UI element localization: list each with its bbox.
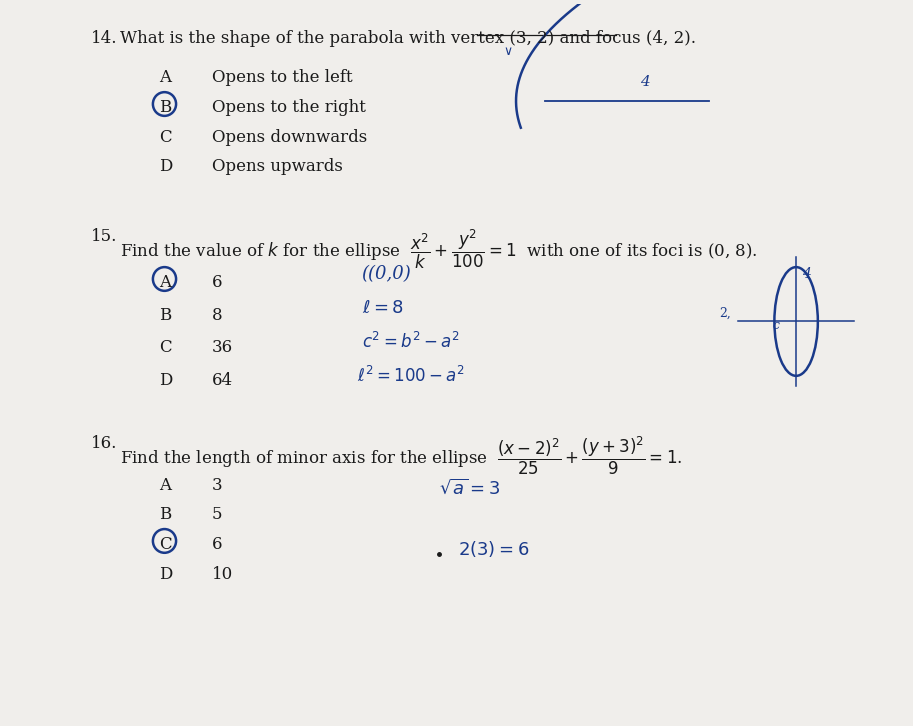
Text: 10: 10 bbox=[212, 566, 233, 583]
Text: 64: 64 bbox=[212, 372, 233, 389]
Text: $\ell = 8$: $\ell = 8$ bbox=[362, 298, 404, 317]
Text: Opens to the left: Opens to the left bbox=[212, 70, 352, 86]
Text: D: D bbox=[159, 158, 172, 176]
Text: 36: 36 bbox=[212, 339, 233, 356]
Text: 5: 5 bbox=[212, 506, 222, 523]
Text: D: D bbox=[159, 372, 172, 389]
Text: Find the length of minor axis for the ellipse  $\dfrac{(x-2)^2}{25} + \dfrac{(y+: Find the length of minor axis for the el… bbox=[121, 435, 683, 478]
Text: Opens downwards: Opens downwards bbox=[212, 129, 367, 146]
Text: C: C bbox=[159, 339, 172, 356]
Text: 15.: 15. bbox=[91, 227, 118, 245]
Text: Opens to the right: Opens to the right bbox=[212, 99, 366, 116]
Text: c: c bbox=[773, 319, 780, 332]
Text: C: C bbox=[159, 129, 172, 146]
Text: 8: 8 bbox=[212, 306, 223, 324]
Text: ((0,0): ((0,0) bbox=[362, 265, 411, 283]
Text: A: A bbox=[159, 70, 171, 86]
Text: 3: 3 bbox=[212, 477, 223, 494]
Text: 4: 4 bbox=[802, 267, 811, 281]
Text: A: A bbox=[159, 274, 171, 291]
Text: D: D bbox=[159, 566, 172, 583]
Text: 14.: 14. bbox=[91, 30, 118, 47]
Text: $c^2 = b^2 - a^2$: $c^2 = b^2 - a^2$ bbox=[362, 333, 459, 352]
Text: Opens upwards: Opens upwards bbox=[212, 158, 342, 176]
Text: B: B bbox=[159, 99, 171, 116]
Text: B: B bbox=[159, 506, 171, 523]
Text: Find the value of $k$ for the ellipse  $\dfrac{x^2}{k} + \dfrac{y^2}{100} = 1$  : Find the value of $k$ for the ellipse $\… bbox=[121, 227, 758, 271]
Text: 16.: 16. bbox=[91, 435, 118, 452]
Text: 6: 6 bbox=[212, 536, 222, 553]
Text: 4: 4 bbox=[640, 76, 649, 89]
Text: $\vee$: $\vee$ bbox=[502, 44, 512, 57]
Text: C: C bbox=[159, 536, 172, 553]
Text: $\sqrt{a} = 3$: $\sqrt{a} = 3$ bbox=[439, 478, 500, 498]
Text: B: B bbox=[159, 306, 171, 324]
Text: 6: 6 bbox=[212, 274, 222, 291]
Text: What is the shape of the parabola with vertex (3, 2) and focus (4, 2).: What is the shape of the parabola with v… bbox=[121, 30, 696, 47]
Text: $2(3) = 6$: $2(3) = 6$ bbox=[458, 539, 530, 559]
Text: 2,: 2, bbox=[719, 306, 730, 319]
Text: $\ell^2 = 100 - a^2$: $\ell^2 = 100 - a^2$ bbox=[357, 366, 465, 386]
Text: A: A bbox=[159, 477, 171, 494]
